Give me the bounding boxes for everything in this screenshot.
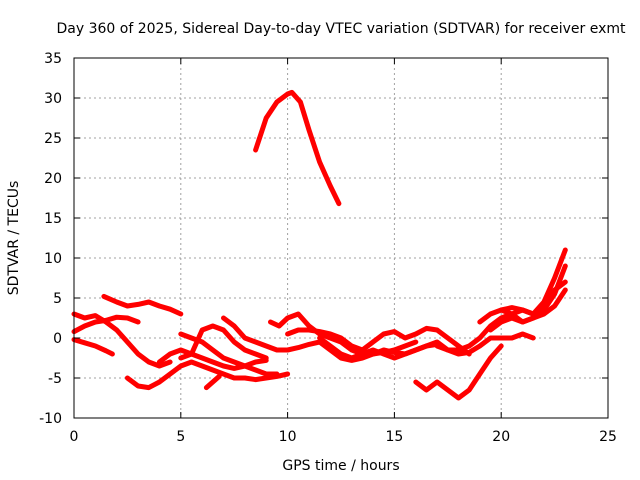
series-lines <box>71 89 568 401</box>
y-tick-label: 35 <box>44 51 62 67</box>
y-tick-label: -10 <box>39 411 62 427</box>
series-arc-4 <box>71 337 115 357</box>
axis-ticks <box>73 57 609 419</box>
x-tick-label: 0 <box>70 429 79 445</box>
series-arc-18 <box>498 287 568 325</box>
series-arc-2 <box>101 293 184 317</box>
x-tick-label: 5 <box>176 429 185 445</box>
series-arc-9 <box>203 373 222 391</box>
chart-title: Day 360 of 2025, Sidereal Day-to-day VTE… <box>57 21 627 37</box>
y-tick-label: 20 <box>44 171 62 187</box>
y-tick-label: 5 <box>53 291 62 307</box>
y-tick-label: 15 <box>44 211 62 227</box>
y-tick-labels: -10 -5 0 5 10 15 20 25 30 35 <box>39 51 62 427</box>
x-axis-title: GPS time / hours <box>282 458 399 474</box>
y-tick-label: 25 <box>44 131 62 147</box>
x-tick-label: 20 <box>492 429 510 445</box>
x-tick-label: 10 <box>279 429 297 445</box>
series-arc-1 <box>71 311 173 369</box>
series-arc-peak <box>253 89 342 207</box>
x-tick-labels: 0 5 10 15 20 25 <box>70 429 617 445</box>
y-axis-title: SDTVAR / TECUs <box>6 181 22 296</box>
x-tick-label: 15 <box>385 429 403 445</box>
y-tick-label: -5 <box>48 371 62 387</box>
series-arc-12 <box>285 325 472 357</box>
series-arc-16 <box>477 247 568 325</box>
series-arc-14 <box>413 343 504 401</box>
series-arc-3 <box>71 314 141 335</box>
y-tick-label: 10 <box>44 251 62 267</box>
plot-frame <box>73 57 609 419</box>
y-tick-label: 0 <box>53 331 62 347</box>
x-tick-label: 25 <box>599 429 617 445</box>
y-tick-label: 30 <box>44 91 62 107</box>
series-arc-13 <box>317 331 536 361</box>
series-arc-8 <box>178 323 269 361</box>
series-arc-5 <box>124 359 291 391</box>
